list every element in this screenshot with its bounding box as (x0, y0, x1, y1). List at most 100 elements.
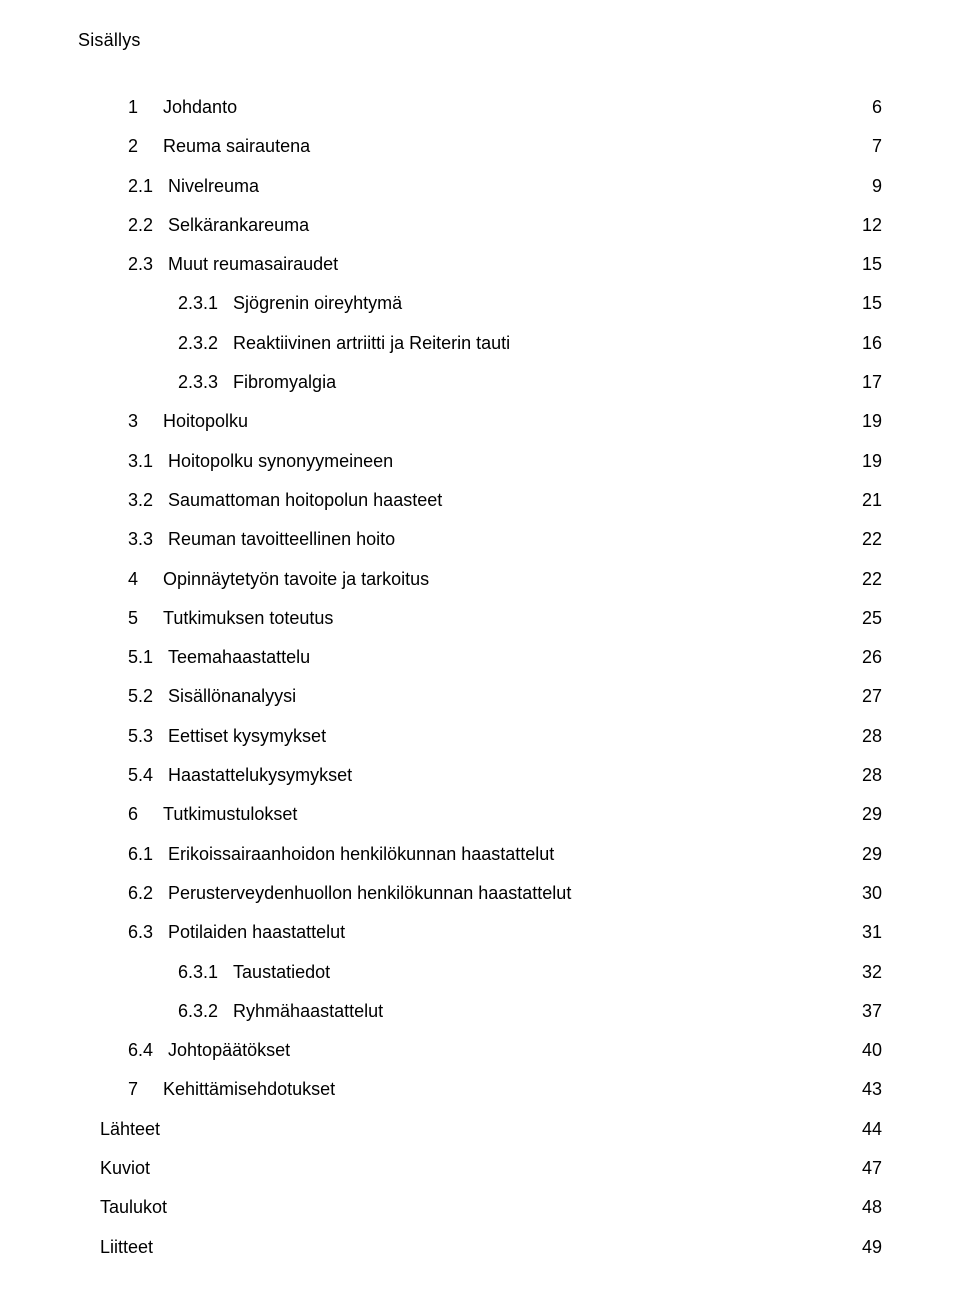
toc-entry-label: Hoitopolku (163, 409, 253, 433)
toc-entry-label: Johdanto (163, 95, 242, 119)
toc-entry-label: Haastattelukysymykset (168, 763, 357, 787)
toc-entry-page: 48 (853, 1195, 882, 1219)
toc-entry-label: Reaktiivinen artriitti ja Reiterin tauti (233, 331, 515, 355)
toc-entry-label: Hoitopolku synonyymeineen (168, 449, 398, 473)
toc-entry-page: 22 (853, 527, 882, 551)
toc-entry-page: 19 (853, 449, 882, 473)
toc-entry-page: 27 (853, 684, 882, 708)
toc-entry-page: 47 (853, 1156, 882, 1180)
toc-entry-page: 26 (853, 645, 882, 669)
toc-entry-page: 17 (853, 370, 882, 394)
toc-entry-page: 37 (853, 999, 882, 1023)
toc-entry-label: Sjögrenin oireyhtymä (233, 291, 407, 315)
toc-entry: 6.3 Potilaiden haastattelut 31 (78, 920, 882, 944)
toc-entry: 5.3 Eettiset kysymykset 28 (78, 724, 882, 748)
toc-entry-page: 32 (853, 960, 882, 984)
toc-entry-number: 2.3.1 (178, 291, 233, 315)
toc-entry: 4 Opinnäytetyön tavoite ja tarkoitus 22 (78, 567, 882, 591)
toc-entry-label: Johtopäätökset (168, 1038, 295, 1062)
toc-entry-page: 25 (853, 606, 882, 630)
toc-entry: 2.3.1 Sjögrenin oireyhtymä 15 (78, 291, 882, 315)
toc-entry-label: Potilaiden haastattelut (168, 920, 350, 944)
toc-entry-label: Nivelreuma (168, 174, 264, 198)
toc-entry: 2.3.3 Fibromyalgia 17 (78, 370, 882, 394)
toc-entry-page: 29 (853, 802, 882, 826)
toc-entry-label: Liitteet (100, 1235, 158, 1259)
toc-entry-number: 6 (128, 802, 163, 826)
toc-entry-page: 49 (853, 1235, 882, 1259)
toc-entry-label: Sisällönanalyysi (168, 684, 301, 708)
toc-entry-page: 44 (853, 1117, 882, 1141)
toc-entry-label: Kuviot (100, 1156, 155, 1180)
toc-entry-label: Muut reumasairaudet (168, 252, 343, 276)
toc-entry-label: Tutkimuksen toteutus (163, 606, 338, 630)
toc-entry-label: Perusterveydenhuollon henkilökunnan haas… (168, 881, 576, 905)
toc-entry: 5.1 Teemahaastattelu 26 (78, 645, 882, 669)
toc-list: 1 Johdanto 62 Reuma sairautena 72.1 Nive… (78, 95, 882, 1259)
toc-entry: 3.2 Saumattoman hoitopolun haasteet 21 (78, 488, 882, 512)
toc-entry: 5.4 Haastattelukysymykset 28 (78, 763, 882, 787)
toc-entry: Lähteet 44 (78, 1117, 882, 1141)
toc-entry-label: Tutkimustulokset (163, 802, 302, 826)
toc-entry: 6.3.2 Ryhmähaastattelut 37 (78, 999, 882, 1023)
toc-entry: 7 Kehittämisehdotukset 43 (78, 1077, 882, 1101)
toc-entry-number: 3.1 (128, 449, 168, 473)
toc-entry-number: 2.3.3 (178, 370, 233, 394)
toc-entry-number: 3.3 (128, 527, 168, 551)
toc-entry: 6 Tutkimustulokset 29 (78, 802, 882, 826)
toc-entry-number: 6.2 (128, 881, 168, 905)
toc-entry-number: 3 (128, 409, 163, 433)
toc-entry-number: 6.3.1 (178, 960, 233, 984)
toc-entry-number: 5.1 (128, 645, 168, 669)
toc-entry: 2.2 Selkärankareuma 12 (78, 213, 882, 237)
toc-entry-page: 15 (853, 291, 882, 315)
toc-entry-page: 7 (863, 134, 882, 158)
toc-entry-page: 30 (853, 881, 882, 905)
toc-entry: 5 Tutkimuksen toteutus 25 (78, 606, 882, 630)
toc-entry-page: 19 (853, 409, 882, 433)
toc-entry-label: Kehittämisehdotukset (163, 1077, 340, 1101)
toc-entry-page: 6 (863, 95, 882, 119)
toc-entry-number: 5.2 (128, 684, 168, 708)
toc-entry-number: 7 (128, 1077, 163, 1101)
toc-entry-label: Eettiset kysymykset (168, 724, 331, 748)
toc-entry: 5.2 Sisällönanalyysi 27 (78, 684, 882, 708)
toc-entry-label: Taulukot (100, 1195, 172, 1219)
toc-entry-number: 2.3 (128, 252, 168, 276)
toc-entry-page: 29 (853, 842, 882, 866)
toc-entry: 6.4 Johtopäätökset 40 (78, 1038, 882, 1062)
toc-entry: 3 Hoitopolku 19 (78, 409, 882, 433)
toc-entry-number: 2.1 (128, 174, 168, 198)
toc-entry: 6.2 Perusterveydenhuollon henkilökunnan … (78, 881, 882, 905)
toc-entry: Liitteet 49 (78, 1235, 882, 1259)
toc-entry-label: Taustatiedot (233, 960, 335, 984)
toc-entry-page: 16 (853, 331, 882, 355)
toc-entry-number: 6.3.2 (178, 999, 233, 1023)
toc-entry-page: 31 (853, 920, 882, 944)
toc-entry: 2.3 Muut reumasairaudet 15 (78, 252, 882, 276)
toc-entry-label: Selkärankareuma (168, 213, 314, 237)
toc-entry-label: Opinnäytetyön tavoite ja tarkoitus (163, 567, 434, 591)
toc-entry: 3.3 Reuman tavoitteellinen hoito 22 (78, 527, 882, 551)
toc-entry-number: 2.2 (128, 213, 168, 237)
toc-entry: Kuviot 47 (78, 1156, 882, 1180)
toc-entry-label: Ryhmähaastattelut (233, 999, 388, 1023)
toc-entry-number: 2 (128, 134, 163, 158)
toc-entry: Taulukot 48 (78, 1195, 882, 1219)
toc-entry-label: Teemahaastattelu (168, 645, 315, 669)
toc-entry-page: 40 (853, 1038, 882, 1062)
toc-entry-page: 9 (863, 174, 882, 198)
toc-entry: 2 Reuma sairautena 7 (78, 134, 882, 158)
toc-entry-label: Fibromyalgia (233, 370, 341, 394)
toc-entry-label: Reuma sairautena (163, 134, 315, 158)
toc-entry-number: 4 (128, 567, 163, 591)
toc-entry-page: 43 (853, 1077, 882, 1101)
toc-entry-label: Erikoissairaanhoidon henkilökunnan haast… (168, 842, 559, 866)
toc-entry-page: 28 (853, 724, 882, 748)
toc-entry-number: 5 (128, 606, 163, 630)
toc-entry-number: 6.4 (128, 1038, 168, 1062)
toc-entry: 6.1 Erikoissairaanhoidon henkilökunnan h… (78, 842, 882, 866)
toc-entry-page: 12 (853, 213, 882, 237)
toc-entry-label: Lähteet (100, 1117, 165, 1141)
toc-entry: 2.3.2 Reaktiivinen artriitti ja Reiterin… (78, 331, 882, 355)
